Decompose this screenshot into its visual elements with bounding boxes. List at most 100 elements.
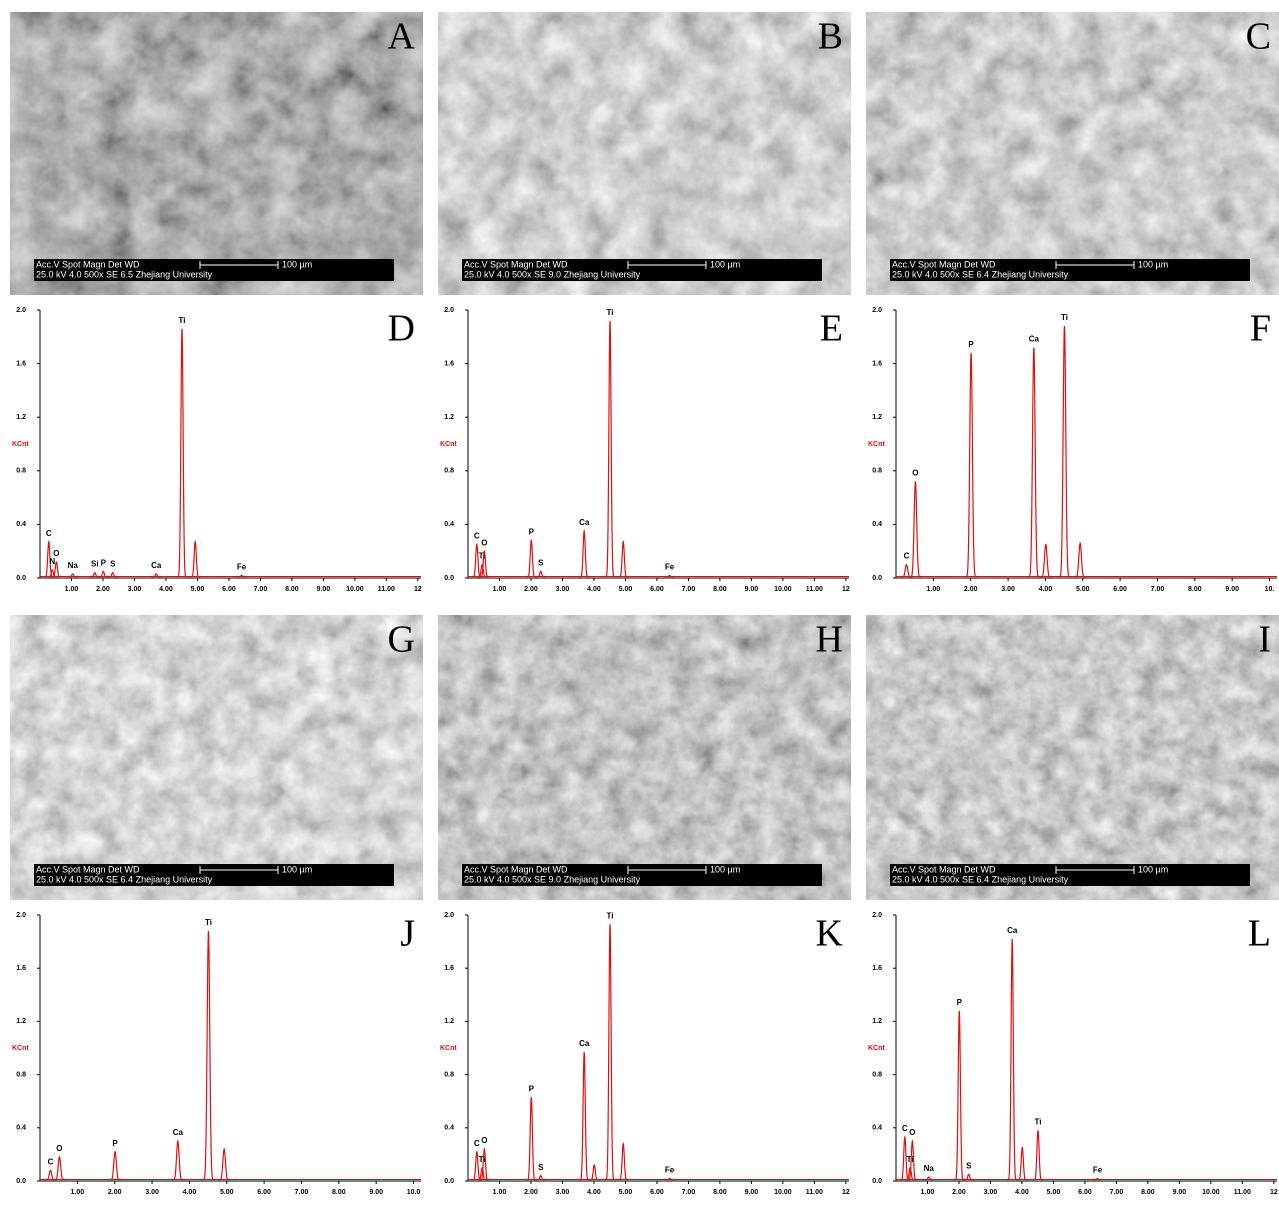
x-tick-label: 8.00 — [1141, 1189, 1155, 1196]
y-tick-label: 1.2 — [444, 414, 454, 421]
peak — [617, 1142, 629, 1181]
peak-label: Ti — [607, 308, 614, 317]
peak — [1073, 541, 1087, 578]
peak-label: Ti — [1035, 1118, 1042, 1127]
x-tick-label: 7.00 — [295, 1189, 309, 1196]
x-tick-label: 9.00 — [1173, 1189, 1187, 1196]
peak — [150, 573, 162, 578]
x-tick-label: 5.00 — [220, 1189, 234, 1196]
x-tick-label: 11.00 — [1234, 1189, 1251, 1196]
peak — [176, 328, 188, 578]
peak-label: Fe — [1093, 1165, 1103, 1174]
peak-label: P — [112, 1139, 118, 1148]
peak-label: O — [56, 1144, 62, 1153]
x-tick-label: 7.00 — [1151, 586, 1165, 593]
panel-label: L — [1248, 913, 1271, 955]
scale-label: 100 µm — [710, 259, 740, 269]
y-tick-label: 0.8 — [872, 468, 882, 475]
x-tick-label: 8.00 — [713, 586, 727, 593]
y-tick-label: 0.4 — [872, 521, 882, 528]
scale-label: 100 µm — [1138, 864, 1168, 874]
peak-label: Ca — [173, 1128, 184, 1137]
x-tick-label: 6.00 — [650, 586, 664, 593]
x-tick-label: 1.00 — [493, 586, 507, 593]
x-tick-label: 6.00 — [257, 1189, 271, 1196]
x-tick-label: 2.00 — [524, 1189, 538, 1196]
x-tick-label: 3.00 — [556, 1189, 570, 1196]
peak — [535, 570, 547, 578]
x-tick-label: 4.00 — [1015, 1189, 1029, 1196]
peak — [617, 540, 629, 578]
sem-texture — [866, 12, 1279, 295]
spectrum: 0.0 0.4 0.8 1.2 1.6 2.0 1.00 2.00 3.00 4.00 5.00 6.… — [12, 307, 422, 593]
peak-label: Ti — [479, 1155, 486, 1164]
info-bottom: 25.0 kV 4.0 500x SE 6.4 Zhejiang Univers… — [892, 874, 1069, 884]
x-tick-label: 12 — [842, 586, 850, 593]
panel-label: D — [388, 308, 415, 350]
peak-label: C — [904, 552, 910, 561]
x-tick-label: 4.00 — [587, 586, 601, 593]
x-tick-label: 2.00 — [108, 1189, 122, 1196]
peak-label: C — [902, 1124, 908, 1133]
peak — [46, 569, 58, 578]
peak — [1016, 1146, 1028, 1181]
y-tick-label: 1.2 — [872, 414, 882, 421]
peak — [217, 1147, 231, 1181]
y-tick-label: 0.0 — [444, 575, 454, 582]
peak — [478, 1147, 490, 1181]
info-top: Acc.V Spot Magn Det WD — [36, 259, 140, 269]
x-tick-label: 11.00 — [806, 1189, 823, 1196]
x-tick-label: 3.00 — [556, 586, 570, 593]
peak-label: Fe — [237, 562, 247, 571]
peak — [50, 560, 62, 578]
x-tick-label: 1.00 — [71, 1189, 85, 1196]
peak-label: C — [474, 532, 480, 541]
spectrum: 0.0 0.4 0.8 1.2 1.6 2.0 1.00 2.00 3.00 4.00 5.00 6.… — [440, 911, 850, 1195]
peak-label: Ti — [607, 911, 614, 920]
info-bar — [462, 864, 822, 886]
info-bar — [34, 259, 394, 281]
x-tick-label: 11.00 — [378, 586, 395, 593]
y-tick-label: 1.6 — [444, 360, 454, 367]
x-tick-label: 5.00 — [1076, 586, 1090, 593]
peak-label: S — [538, 1163, 544, 1172]
x-tick-label: 10.00 — [1202, 1189, 1220, 1196]
y-tick-label: 2.0 — [444, 912, 454, 919]
info-top: Acc.V Spot Magn Det WD — [36, 864, 140, 874]
sem-texture — [866, 615, 1279, 900]
panel-label: J — [400, 913, 415, 955]
y-tick-label: 0.4 — [444, 1125, 454, 1132]
x-tick-label: 9.00 — [369, 1189, 383, 1196]
sem-texture — [438, 12, 851, 295]
info-bottom: 25.0 kV 4.0 500x SE 9.0 Zhejiang Univers… — [464, 874, 641, 884]
x-tick-label: 8.00 — [332, 1189, 346, 1196]
info-bar — [890, 864, 1250, 886]
y-axis-label: KCnt — [868, 441, 885, 448]
panel-label: B — [818, 16, 843, 58]
peak-label: C — [48, 1157, 54, 1166]
info-bottom: 25.0 kV 4.0 500x SE 9.0 Zhejiang Univers… — [464, 269, 641, 279]
peak-label: C — [46, 529, 52, 538]
peak — [963, 1173, 975, 1181]
y-axis-label: KCnt — [440, 1045, 457, 1052]
y-tick-label: 0.0 — [444, 1178, 454, 1185]
info-bottom: 25.0 kV 4.0 500x SE 6.4 Zhejiang Univers… — [36, 874, 213, 884]
y-tick-label: 0.8 — [16, 468, 26, 475]
y-tick-label: 1.2 — [872, 1018, 882, 1025]
x-tick-label: 7.00 — [682, 1189, 696, 1196]
y-tick-label: 2.0 — [872, 912, 882, 919]
peak — [588, 1164, 600, 1181]
peak — [578, 528, 590, 578]
info-top: Acc.V Spot Magn Det WD — [464, 864, 568, 874]
peak — [664, 1177, 676, 1181]
panel-label: H — [816, 619, 843, 661]
y-tick-label: 0.4 — [16, 521, 26, 528]
info-bar — [34, 864, 394, 886]
peak — [923, 1176, 935, 1181]
peak-label: P — [957, 998, 963, 1007]
